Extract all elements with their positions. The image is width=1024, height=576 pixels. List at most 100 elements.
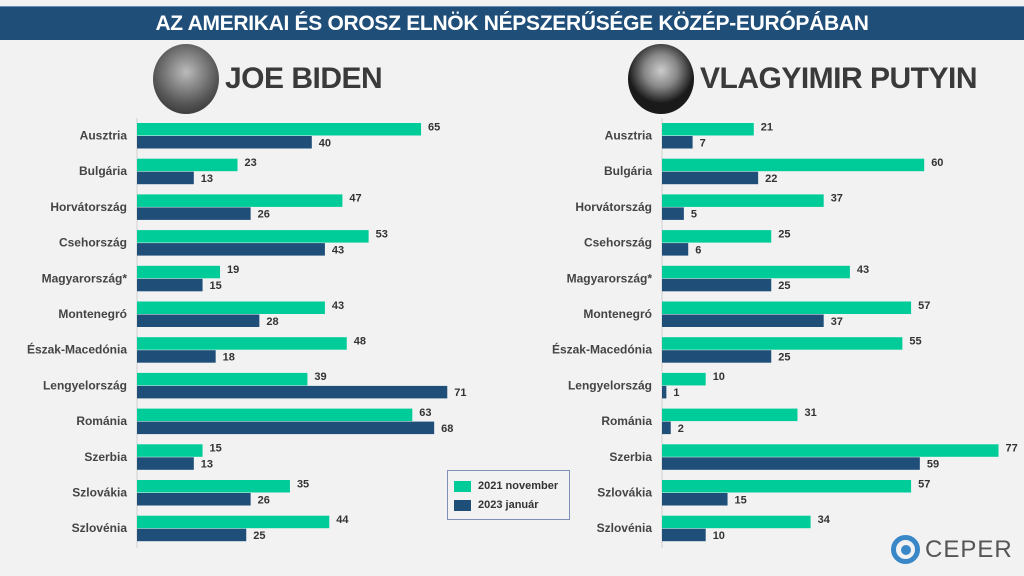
category-label: Csehország xyxy=(584,236,652,250)
category-label: Szlovákia xyxy=(72,486,127,500)
bar xyxy=(662,171,759,185)
bar xyxy=(662,207,684,220)
bar xyxy=(662,480,912,493)
bar xyxy=(137,301,325,314)
data-label: 34 xyxy=(818,514,831,526)
bar xyxy=(662,314,824,327)
data-label: 25 xyxy=(778,280,790,292)
bar xyxy=(137,515,330,529)
data-label: 25 xyxy=(253,530,265,542)
category-label: Montenegró xyxy=(58,307,127,321)
bar xyxy=(662,230,772,243)
data-label: 26 xyxy=(258,209,270,221)
data-label: 10 xyxy=(713,530,725,542)
data-label: 55 xyxy=(909,335,921,347)
data-label: 59 xyxy=(927,459,939,471)
category-label: Románia xyxy=(601,414,652,428)
data-label: 10 xyxy=(713,371,725,383)
bar xyxy=(137,528,247,542)
bar xyxy=(662,194,824,207)
logo-text: CEPER xyxy=(925,535,1013,563)
data-label: 43 xyxy=(857,264,869,276)
legend-label: 2023 január xyxy=(478,499,539,511)
category-label: Szlovénia xyxy=(72,521,128,535)
data-label: 6 xyxy=(695,244,701,256)
bar xyxy=(662,350,772,363)
data-label: 13 xyxy=(201,459,213,471)
data-label: 13 xyxy=(201,173,213,185)
bar xyxy=(137,278,203,292)
bar xyxy=(662,337,903,350)
category-label: Ausztria xyxy=(605,129,653,143)
data-label: 18 xyxy=(223,351,235,363)
bar xyxy=(137,372,308,386)
biden-name: JOE BIDEN xyxy=(225,62,383,95)
bar xyxy=(662,385,667,399)
data-label: 44 xyxy=(336,514,349,526)
bar xyxy=(137,385,448,399)
bar xyxy=(662,243,689,256)
bar xyxy=(662,136,693,149)
logo-ring-icon xyxy=(891,535,920,564)
data-label: 63 xyxy=(419,407,431,419)
data-label: 1 xyxy=(673,387,679,399)
putin-header: VLAGYIMIR PUTYIN xyxy=(628,44,978,114)
bar xyxy=(662,123,754,136)
data-label: 5 xyxy=(691,209,697,221)
legend-item-2021: 2021 november xyxy=(454,480,558,492)
bar xyxy=(137,207,251,220)
bar xyxy=(662,301,912,314)
data-label: 77 xyxy=(1005,443,1017,455)
data-label: 23 xyxy=(245,157,257,169)
category-label: Montenegró xyxy=(583,307,652,321)
data-label: 35 xyxy=(297,478,309,490)
category-label: Lengyelország xyxy=(568,378,652,392)
data-label: 19 xyxy=(227,264,239,276)
category-label: Szlovákia xyxy=(597,486,652,500)
data-label: 40 xyxy=(319,137,331,149)
putin-name: VLAGYIMIR PUTYIN xyxy=(700,62,978,95)
category-label: Románia xyxy=(76,414,127,428)
bar xyxy=(137,171,194,185)
bar xyxy=(662,408,798,422)
category-label: Horvátország xyxy=(50,200,127,214)
legend-swatch xyxy=(454,480,471,492)
data-label: 37 xyxy=(831,316,843,328)
bar xyxy=(137,493,251,506)
category-label: Magyarország* xyxy=(567,271,653,285)
category-label: Észak-Macedónia xyxy=(27,342,127,357)
data-label: 7 xyxy=(700,137,706,149)
data-label: 15 xyxy=(210,443,222,455)
data-label: 57 xyxy=(918,478,930,490)
legend-swatch xyxy=(454,499,471,511)
data-label: 21 xyxy=(761,121,773,133)
bar xyxy=(662,444,999,457)
bar xyxy=(137,158,238,172)
biden-photo xyxy=(153,44,219,114)
page-title: AZ AMERIKAI ÉS OROSZ ELNÖK NÉPSZERŰSÉGE … xyxy=(0,6,1024,40)
bar xyxy=(662,493,728,506)
data-label: 26 xyxy=(258,494,270,506)
biden-header: JOE BIDEN xyxy=(153,44,383,114)
data-label: 57 xyxy=(918,300,930,312)
bar xyxy=(662,278,772,292)
data-label: 53 xyxy=(376,228,388,240)
data-label: 47 xyxy=(349,193,361,205)
data-label: 60 xyxy=(931,157,943,169)
category-label: Ausztria xyxy=(80,129,128,143)
data-label: 37 xyxy=(831,193,843,205)
legend: 2021 november 2023 január xyxy=(447,470,570,520)
data-label: 22 xyxy=(765,173,777,185)
category-label: Bulgária xyxy=(79,164,127,178)
bar xyxy=(137,421,435,435)
data-label: 43 xyxy=(332,244,344,256)
data-label: 15 xyxy=(210,280,222,292)
bar xyxy=(137,337,347,350)
data-label: 68 xyxy=(441,423,453,435)
bar xyxy=(137,265,221,279)
bar xyxy=(662,265,850,279)
bar xyxy=(137,350,216,363)
legend-label: 2021 november xyxy=(478,480,559,492)
category-label: Lengyelország xyxy=(43,378,127,392)
